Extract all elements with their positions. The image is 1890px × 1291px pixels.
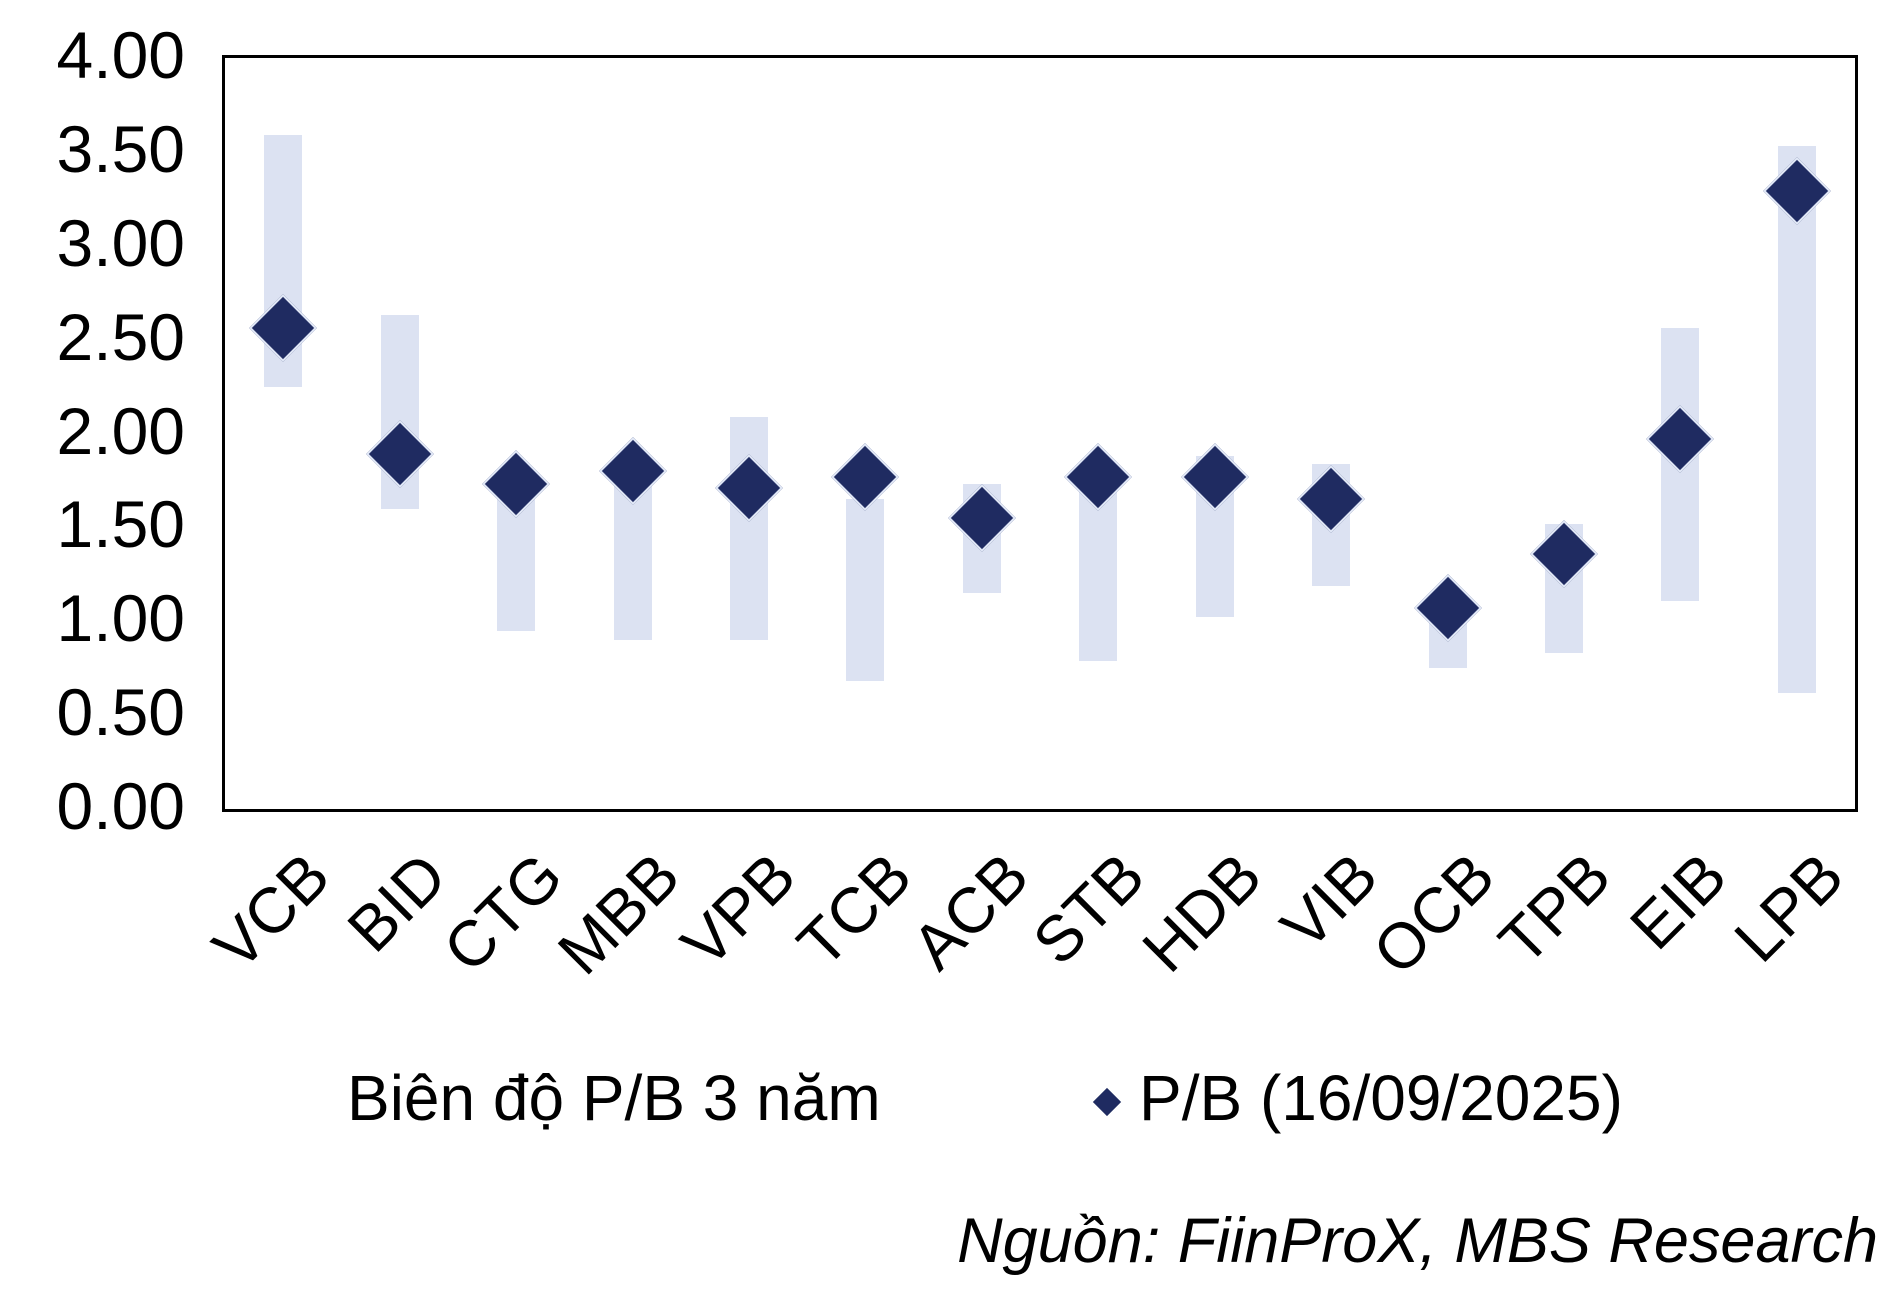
pb-diamond-vib [1297, 465, 1366, 534]
pb-diamond-acb [947, 484, 1016, 552]
y-tick-label: 0.00 [56, 769, 185, 843]
y-tick-label: 4.00 [56, 18, 185, 92]
pb-diamond-tpb [1529, 519, 1598, 588]
legend-item-pb: P/B (16/09/2025) [1092, 1062, 1623, 1134]
pb-diamond-vcb [249, 294, 318, 363]
y-tick-label: 3.00 [56, 205, 185, 280]
y-tick-label: 0.50 [56, 675, 185, 750]
legend-pb-label: P/B (16/09/2025) [1139, 1062, 1623, 1134]
legend-range-label: Biên độ P/B 3 năm [347, 1062, 881, 1134]
legend-item-range: Biên độ P/B 3 năm [347, 1063, 881, 1133]
pb-diamond-vpb [714, 453, 783, 522]
pb-diamond-stb [1064, 442, 1133, 511]
range-bar-vpb [729, 416, 768, 641]
pb-diamond-eib [1646, 405, 1715, 474]
pb-diamond-ocb [1413, 574, 1482, 643]
pb-diamond-tcb [831, 442, 900, 511]
pb-diamond-bid [365, 420, 434, 489]
source-note: Nguồn: FiinProX, MBS Research [957, 1206, 1878, 1276]
y-tick-label: 2.00 [56, 393, 185, 468]
y-tick-label: 1.00 [56, 581, 185, 656]
pb-diamond-mbb [598, 437, 667, 505]
pb-diamond-hdb [1180, 442, 1249, 511]
range-bar-tcb [846, 499, 885, 682]
pb-diamond-ctg [482, 450, 551, 519]
y-tick-label: 2.50 [56, 299, 185, 374]
range-bar-lpb [1777, 146, 1816, 693]
pb-diamond-lpb [1762, 157, 1831, 226]
plot-area [222, 55, 1858, 812]
y-tick-label: 1.50 [56, 487, 185, 562]
y-tick-label: 3.50 [56, 111, 185, 186]
diamond-marker-icon [1092, 1087, 1122, 1117]
